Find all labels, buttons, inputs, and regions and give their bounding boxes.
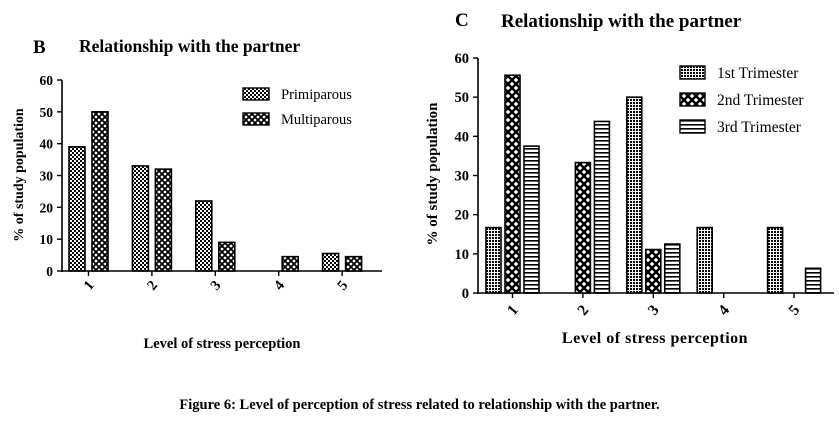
bar [195,200,213,272]
legend-label: Multiparous [281,112,352,128]
y-tick-label: 50 [40,105,54,120]
y-tick-label: 50 [455,90,470,106]
bar [321,252,340,272]
x-tick-label: 5 [334,278,351,294]
panel-c-title: Relationship with the partner [501,11,742,32]
panel-b-x-axis-label: Level of stress perception [144,336,301,352]
bar [485,226,502,294]
legend-swatch [242,112,270,126]
y-tick-label: 30 [40,169,54,184]
panel-c-label: C [455,10,469,31]
y-tick-label: 10 [40,232,54,247]
y-tick-label: 60 [455,51,470,67]
x-tick-label: 4 [715,302,733,319]
bar [523,145,540,294]
x-tick-label: 5 [785,302,803,319]
bar [218,241,236,272]
bar [644,248,662,294]
legend-label: Primiparous [281,87,352,103]
x-tick-label: 1 [504,302,522,319]
panel-c-y-axis-label: % of study population [425,102,441,246]
x-tick-label: 3 [208,278,225,294]
y-tick-label: 20 [455,208,470,224]
figure-caption: Figure 6: Level of perception of stress … [179,397,660,413]
legend-swatch [679,92,706,107]
bar [804,267,822,294]
bar [131,165,150,272]
bar [625,96,643,294]
x-tick-label: 2 [574,302,592,319]
y-tick-label: 10 [455,247,470,263]
y-tick-label: 60 [40,73,54,88]
panel-b-label: B [33,37,46,58]
y-tick-label: 30 [455,169,470,185]
legend-swatch [679,119,706,134]
y-tick-label: 40 [40,137,54,152]
legend-swatch [242,87,270,101]
bar [574,161,592,294]
y-tick-label: 0 [46,264,53,279]
x-tick-label: 1 [81,278,98,294]
bar [663,243,681,294]
legend-swatch [679,65,706,80]
panel-b-y-axis-label: % of study population [12,108,27,242]
y-tick-label: 0 [462,286,469,302]
x-tick-label: 4 [271,278,288,294]
panel-c-x-axis-label: Level of stress perception [562,330,748,347]
bar [154,168,173,272]
legend-label: 1st Trimester [717,65,799,82]
y-tick-label: 20 [40,200,54,215]
panel-b-chart: B Relationship with the partner % of stu… [12,36,382,352]
panel-b-title: Relationship with the partner [79,36,300,56]
legend-label: 2nd Trimester [717,92,804,109]
x-tick-label: 2 [144,278,161,294]
bar [68,146,86,272]
bar [696,226,714,294]
legend-label: 3rd Trimester [717,119,802,136]
bar [344,255,363,272]
x-tick-label: 3 [645,302,663,319]
panel-c-chart: C Relationship with the partner % of stu… [425,10,834,347]
bar [504,74,521,294]
bar [766,226,784,294]
bar [91,111,109,272]
bar [593,120,611,294]
y-tick-label: 40 [455,129,470,145]
bar [281,255,300,272]
